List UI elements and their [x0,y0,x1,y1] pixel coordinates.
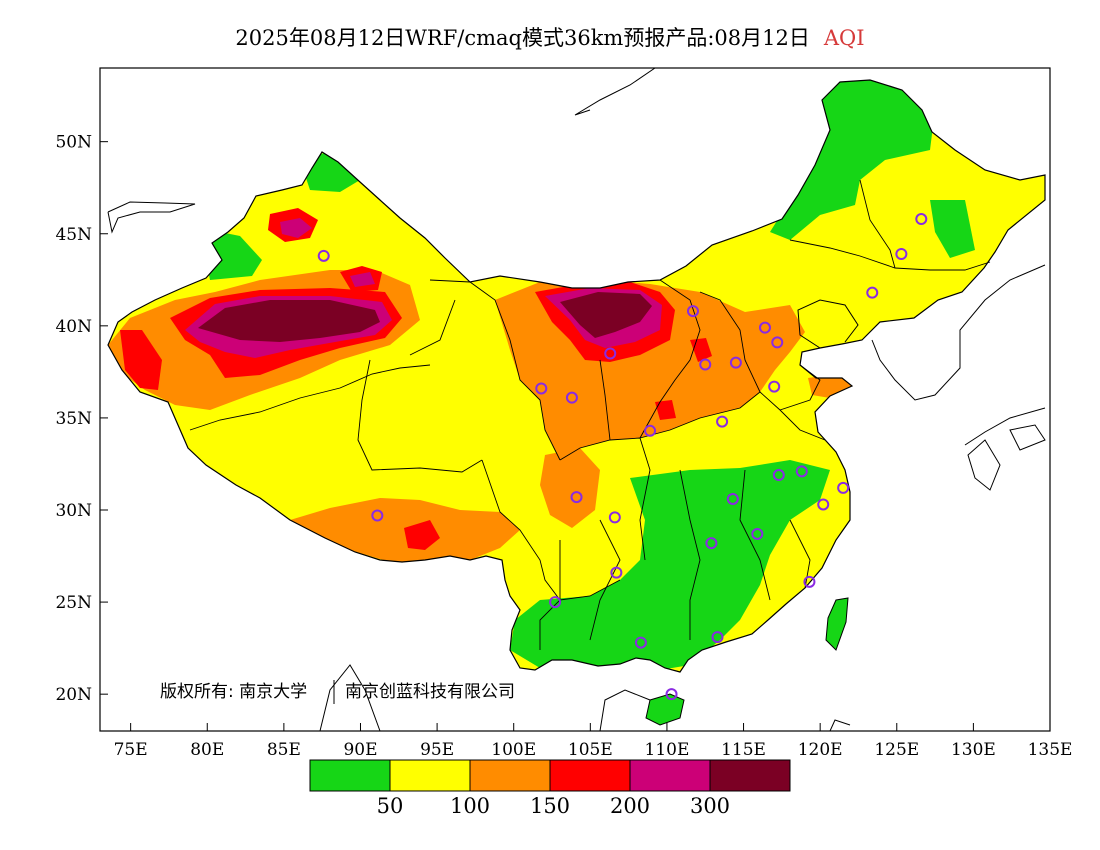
station-marker [895,248,908,261]
longitude-axis: 75E 80E 85E 90E 95E 100E 105E 110E 115E 120E 125E 1… [114,723,1073,760]
latitude-axis: 50N 45N 40N 35N 30N 25N 20N [55,133,108,705]
credit-left: 版权所有: 南京大学 [160,682,307,702]
hainan [645,693,685,726]
station-marker [565,391,578,404]
station-marker [772,469,785,482]
station-marker [729,356,742,369]
station-marker [705,537,718,550]
aqi-band-red [404,520,440,550]
lon-tick-label: 100E [491,740,536,760]
station-marker [751,527,764,540]
station-marker [795,465,808,478]
lat-tick-label: 50N [55,133,92,153]
legend-label: 50 [377,794,404,818]
lon-tick-label: 125E [874,740,919,760]
coastline [797,299,859,349]
lon-tick-label: 120E [798,740,843,760]
station-marker [699,358,712,371]
station-marker [771,336,784,349]
station-marker [711,631,724,644]
title-variable: AQI [823,26,865,50]
map-title: 2025年08月12日WRF/cmaq模式36km预报产品:08月12日 AQI [0,22,1100,52]
lon-tick-label: 135E [1028,740,1073,760]
station-marker [817,498,830,511]
aqi-band-maroon [560,292,652,338]
aqi-band-red [120,330,162,390]
station-marker [803,575,816,588]
station-marker [665,688,678,701]
aqi-band-red [655,400,676,420]
lat-tick-label: 35N [55,409,92,429]
station-markers [317,213,928,701]
legend-label: 200 [610,794,650,818]
lat-tick-label: 45N [55,225,92,245]
lat-tick-label: 40N [55,317,92,337]
legend-swatch [629,759,711,792]
aqi-band-purple [280,218,312,238]
station-marker [716,415,729,428]
lon-tick-label: 75E [114,740,148,760]
station-marker [726,492,739,505]
aqi-band-maroon [198,300,380,342]
station-marker [768,380,781,393]
coastline [107,68,656,234]
station-marker [759,321,771,334]
aqi-band-purple [350,272,375,287]
lat-tick-label: 30N [55,501,92,521]
lon-tick-label: 115E [721,740,766,760]
lon-tick-label: 80E [190,740,224,760]
taiwan [825,597,849,651]
legend-swatch [469,759,551,792]
coastline [319,664,851,731]
lon-tick-label: 130E [951,740,996,760]
station-marker [604,347,617,360]
legend-swatch [549,759,631,792]
lon-tick-label: 85E [267,740,301,760]
legend-swatch [709,759,791,792]
station-marker [866,286,879,299]
station-marker [317,249,330,262]
coastline [871,264,1046,401]
station-marker [371,509,384,522]
legend-label: 150 [530,794,570,818]
legend-label: 300 [690,794,730,818]
province-boundaries [189,179,991,650]
station-marker [549,596,562,609]
station-marker [644,424,657,437]
legend-label: 100 [450,794,490,818]
station-marker [837,481,850,494]
lon-tick-label: 90E [343,740,377,760]
aqi-band-green [930,200,975,258]
lon-tick-label: 105E [568,740,613,760]
station-marker [608,511,621,524]
aqi-legend: 50 100 150 200 300 [309,759,791,818]
legend-swatch [389,759,471,792]
lon-tick-label: 95E [420,740,454,760]
lat-tick-label: 20N [55,685,92,705]
station-marker [610,566,623,579]
lon-tick-label: 110E [645,740,690,760]
station-marker [915,213,928,226]
station-marker [535,382,548,395]
credit-right: 南京创蓝科技有限公司 [345,682,515,702]
aqi-band-green [510,460,830,672]
coastline [964,407,1046,491]
legend-swatch [309,759,391,792]
lat-tick-label: 25N [55,593,92,613]
plot-frame [99,67,1051,732]
title-main: 2025年08月12日WRF/cmaq模式36km预报产品:08月12日 [235,26,810,50]
station-marker [570,491,583,504]
aqi-band-orange [540,448,600,528]
station-marker [686,305,699,318]
station-marker [634,636,647,649]
